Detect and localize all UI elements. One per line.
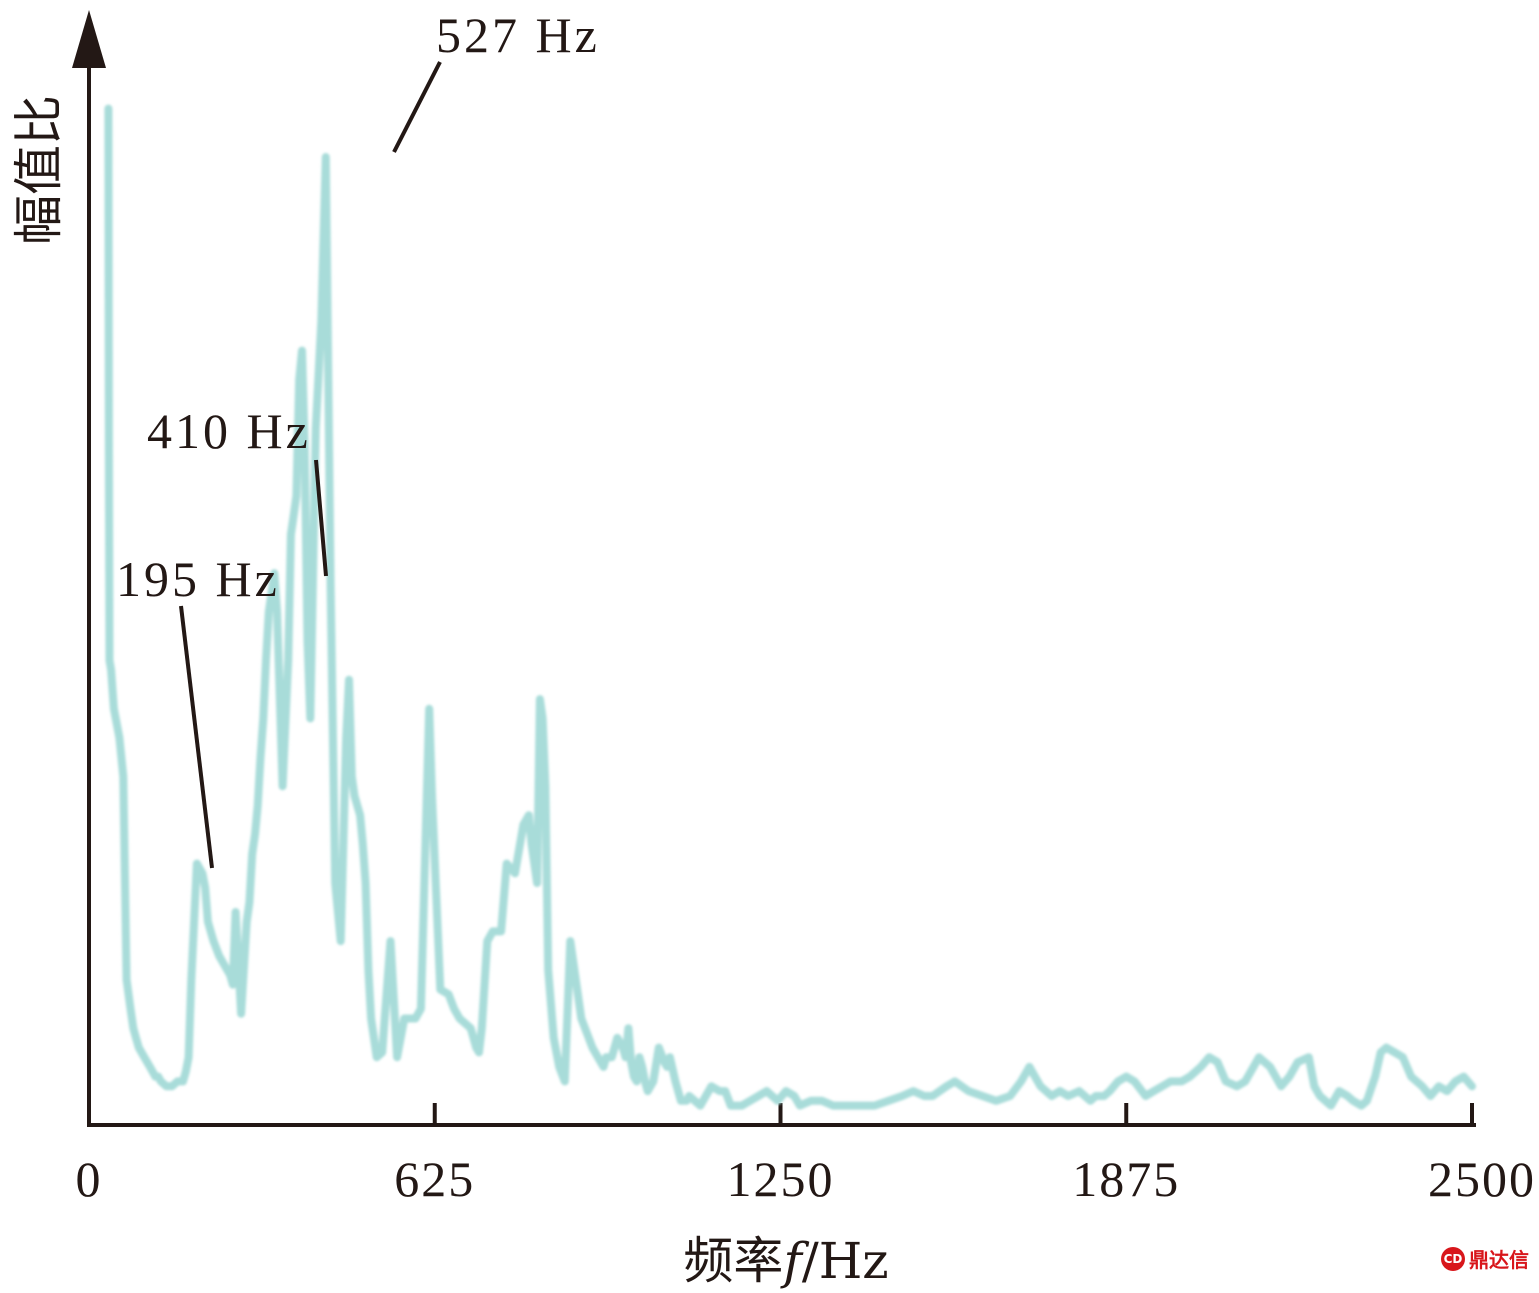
x-ticks: [432, 1103, 1474, 1125]
x-tick-label-0: 0: [76, 1151, 103, 1207]
x-axis-title-unit: /Hz: [802, 1232, 889, 1290]
annotation-leader-195: [179, 605, 214, 869]
x-axis-title-cn: 频率: [683, 1232, 783, 1290]
annotation-410hz: 410 Hz: [147, 403, 311, 459]
x-axis-title: 频率f/Hz: [683, 1232, 888, 1290]
annotation-leader-527: [392, 61, 442, 153]
annotation-leader-410: [314, 459, 328, 577]
watermark-text: 鼎达信: [1469, 1248, 1529, 1272]
x-tick-label-2500: 2500: [1428, 1151, 1536, 1207]
annotation-527hz: 527 Hz: [436, 7, 600, 63]
x-tick-label-1250: 1250: [727, 1151, 835, 1207]
x-tick-labels: 0 625 1250 1875 2500: [76, 1151, 1536, 1207]
annotation-195hz: 195 Hz: [116, 551, 280, 607]
watermark: CD 鼎达信: [1441, 1244, 1529, 1273]
y-axis-title: 幅值比: [10, 95, 68, 245]
y-axis-arrow: [72, 10, 106, 68]
x-tick-label-1875: 1875: [1072, 1151, 1180, 1207]
watermark-logo-icon: CD: [1441, 1246, 1465, 1271]
amplitude-ratio-line: [104, 104, 1476, 1110]
x-tick-label-625: 625: [394, 1151, 475, 1207]
